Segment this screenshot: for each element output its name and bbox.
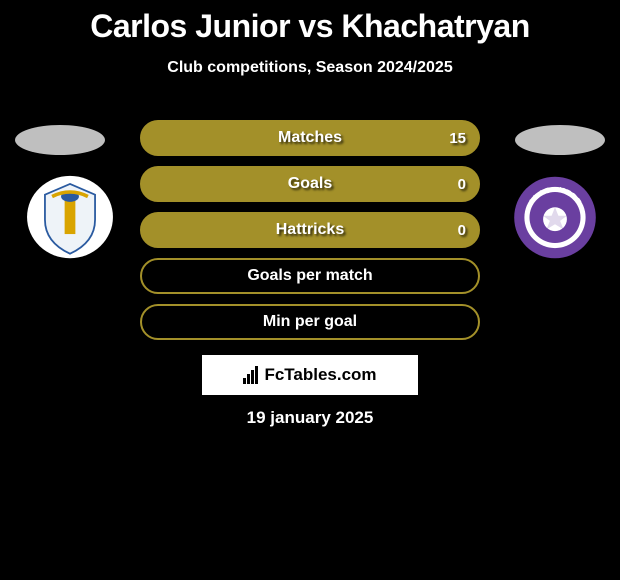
attribution-text: FcTables.com xyxy=(264,365,376,385)
stat-right-value: 0 xyxy=(458,222,466,239)
stat-label: Hattricks xyxy=(276,221,344,239)
stat-label: Goals xyxy=(288,175,332,193)
stat-row-matches: Matches 15 xyxy=(140,120,480,156)
club-crest-right: ALASHKERT xyxy=(510,175,600,260)
date-text: 19 january 2025 xyxy=(0,408,620,428)
stat-label: Min per goal xyxy=(263,313,357,331)
stat-label: Matches xyxy=(278,129,342,147)
stats-column: Matches 15 Goals 0 Hattricks 0 Goals per… xyxy=(140,120,480,350)
shadow-ellipse-right xyxy=(515,125,605,155)
stat-right-value: 0 xyxy=(458,176,466,193)
page-title: Carlos Junior vs Khachatryan xyxy=(0,0,620,45)
attribution-box: FcTables.com xyxy=(202,355,418,395)
bar-chart-icon xyxy=(243,366,258,384)
stat-row-hattricks: Hattricks 0 xyxy=(140,212,480,248)
stat-row-goals: Goals 0 xyxy=(140,166,480,202)
shadow-ellipse-left xyxy=(15,125,105,155)
club-crest-left xyxy=(25,175,115,260)
stat-row-goals-per-match: Goals per match xyxy=(140,258,480,294)
stat-right-value: 15 xyxy=(449,130,466,147)
stat-label: Goals per match xyxy=(247,267,372,285)
stat-row-min-per-goal: Min per goal xyxy=(140,304,480,340)
subtitle: Club competitions, Season 2024/2025 xyxy=(0,59,620,77)
